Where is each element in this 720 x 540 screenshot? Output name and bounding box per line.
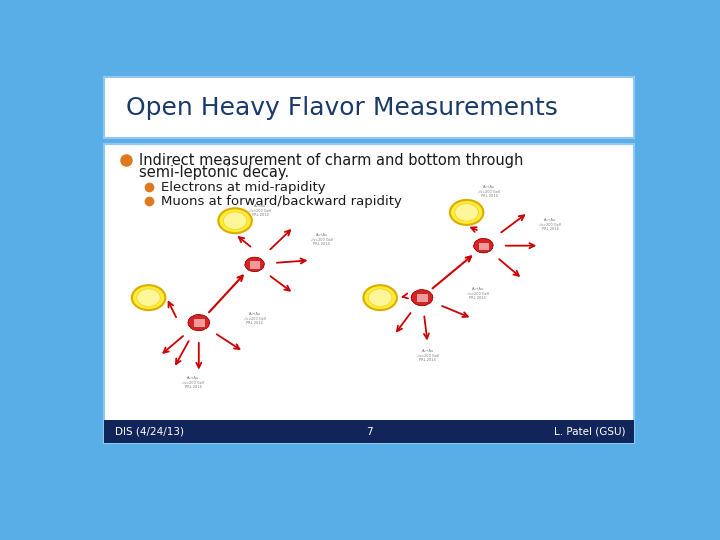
Text: Au+Au
√s=200 GeV
PRL 2014: Au+Au √s=200 GeV PRL 2014 — [249, 204, 271, 217]
Text: semi-leptonic decay.: semi-leptonic decay. — [139, 165, 289, 180]
Text: DIS (4/24/13): DIS (4/24/13) — [115, 427, 184, 437]
Text: Muons at forward/backward rapidity: Muons at forward/backward rapidity — [161, 195, 402, 208]
FancyBboxPatch shape — [193, 318, 205, 327]
Text: Au+Au
√s=200 GeV
PRL 2014: Au+Au √s=200 GeV PRL 2014 — [539, 218, 562, 232]
Circle shape — [218, 208, 252, 233]
FancyBboxPatch shape — [478, 241, 489, 250]
Text: Au+Au
√s=200 GeV
PRL 2014: Au+Au √s=200 GeV PRL 2014 — [467, 287, 489, 300]
Text: Au+Au
√s=200 GeV
PRL 2014: Au+Au √s=200 GeV PRL 2014 — [182, 376, 204, 389]
Circle shape — [137, 289, 161, 306]
Text: Indirect measurement of charm and bottom through: Indirect measurement of charm and bottom… — [139, 153, 523, 168]
FancyBboxPatch shape — [416, 293, 428, 302]
Bar — [104, 420, 634, 443]
Text: 7: 7 — [366, 427, 372, 437]
FancyBboxPatch shape — [104, 77, 634, 138]
Circle shape — [132, 285, 166, 310]
Circle shape — [455, 204, 478, 221]
Text: Au+Au
√s=200 GeV
PRL 2014: Au+Au √s=200 GeV PRL 2014 — [417, 349, 438, 362]
Text: Au+Au
√s=200 GeV
PRL 2014: Au+Au √s=200 GeV PRL 2014 — [478, 185, 500, 198]
Circle shape — [364, 285, 397, 310]
Text: Open Heavy Flavor Measurements: Open Heavy Flavor Measurements — [126, 96, 558, 120]
Circle shape — [223, 212, 247, 230]
FancyBboxPatch shape — [104, 144, 634, 443]
FancyBboxPatch shape — [249, 260, 260, 268]
Circle shape — [369, 289, 392, 306]
Circle shape — [450, 200, 483, 225]
Text: Au+Au
√s=200 GeV
PRL 2014: Au+Au √s=200 GeV PRL 2014 — [310, 233, 333, 246]
Text: Au+Au
√s=200 GeV
PRL 2014: Au+Au √s=200 GeV PRL 2014 — [243, 312, 266, 325]
Text: L. Patel (GSU): L. Patel (GSU) — [554, 427, 626, 437]
Text: Electrons at mid-rapidity: Electrons at mid-rapidity — [161, 180, 326, 193]
